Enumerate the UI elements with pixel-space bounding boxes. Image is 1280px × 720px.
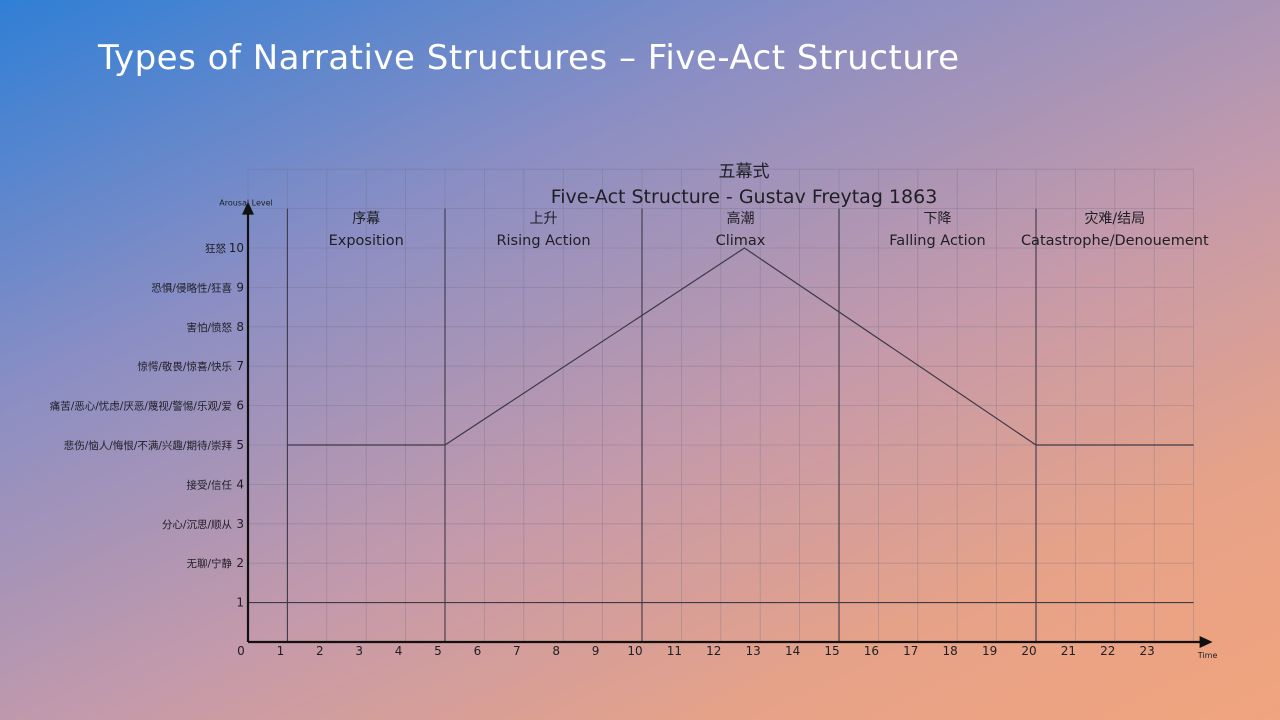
x-tick-label: 17: [903, 644, 918, 658]
x-tick-label: 14: [785, 644, 800, 658]
y-emotion-label: 害怕/愤怒: [186, 321, 232, 334]
x-tick-label: 5: [434, 644, 442, 658]
x-axis-title: Time: [1197, 651, 1218, 660]
act-dividers: [286, 208, 1037, 642]
y-emotion-label: 无聊/宁静: [186, 557, 232, 570]
x-tick-label: 7: [513, 644, 521, 658]
act-label-en: Rising Action: [496, 233, 590, 249]
chart-title: 五幕式: [719, 162, 770, 182]
x-tick-label: 18: [943, 644, 958, 658]
x-tick-label: 2: [316, 644, 324, 658]
x-tick-label: 15: [824, 644, 839, 658]
y-emotion-label: 接受/信任: [186, 478, 232, 491]
x-tick-label: 22: [1100, 644, 1115, 658]
x-axis-arrow-icon: [1199, 636, 1213, 648]
x-tick-label: 21: [1061, 644, 1076, 658]
x-tick-label: 0: [237, 644, 245, 658]
x-tick-label: 10: [627, 644, 642, 658]
y-tick-label: 10: [229, 241, 244, 255]
x-tick-label: 12: [706, 644, 721, 658]
x-tick-label: 8: [552, 644, 560, 658]
y-tick-label: 6: [236, 399, 244, 413]
x-tick-label: 11: [667, 644, 682, 658]
act-label-cn: 高潮: [727, 210, 755, 227]
y-emotion-label: 狂怒: [205, 242, 226, 255]
act-label-en: Climax: [716, 233, 766, 249]
act-label-en: Exposition: [329, 233, 404, 249]
y-tick-label: 8: [236, 320, 244, 334]
chart-subtitle: Five-Act Structure - Gustav Freytag 1863: [551, 186, 938, 208]
x-tick-label: 3: [355, 644, 363, 658]
act-label-en: Catastrophe/Denouement: [1021, 233, 1209, 249]
y-emotion-label: 分心/沉思/顺从: [162, 518, 233, 531]
y-axis-arrow-icon: [242, 201, 254, 215]
x-tick-label: 1: [277, 644, 285, 658]
x-tick-label: 16: [864, 644, 879, 658]
y-emotion-label: 恐惧/侵略性/狂喜: [151, 281, 232, 294]
x-tick-label: 23: [1140, 644, 1155, 658]
x-tick-label: 4: [395, 644, 403, 658]
y-tick-label: 1: [236, 596, 244, 610]
labels: 0 1 2 3 4 5 6 7 8 9 10 11 12 13 14 15 16 17 18 19 20 21 22 23 Ti…: [50, 162, 1218, 660]
slide-title: Types of Narrative Structures – Five-Act…: [98, 38, 960, 78]
y-emotion-label: 痛苦/恶心/忧虑/厌恶/蔑视/警惕/乐观/爱: [50, 400, 232, 413]
y-tick-label: 9: [236, 280, 244, 294]
axes: [242, 201, 1213, 648]
x-tick-label: 9: [592, 644, 600, 658]
y-tick-label: 7: [236, 359, 244, 373]
x-tick-label: 6: [474, 644, 482, 658]
y-emotion-label: 惊愕/敬畏/惊喜/快乐: [137, 360, 232, 373]
arousal-series-line: [287, 247, 1194, 446]
x-tick-label: 19: [982, 644, 997, 658]
act-label-cn: 灾难/结局: [1084, 210, 1145, 227]
y-emotion-label: 悲伤/恼人/悔恨/不满/兴趣/期待/崇拜: [64, 439, 233, 452]
act-label-en: Falling Action: [889, 233, 985, 249]
x-tick-label: 13: [746, 644, 761, 658]
y-tick-label: 2: [236, 556, 244, 570]
y-tick-label: 4: [236, 477, 244, 491]
act-label-cn: 下降: [924, 211, 952, 227]
series-layer: [248, 247, 1194, 604]
act-label-cn: 上升: [530, 211, 558, 227]
x-tick-label: 20: [1021, 644, 1036, 658]
y-axis-title: Arousal Level: [219, 199, 273, 208]
y-tick-label: 5: [236, 438, 244, 452]
y-tick-label: 3: [236, 517, 244, 531]
act-label-cn: 序幕: [352, 211, 380, 227]
